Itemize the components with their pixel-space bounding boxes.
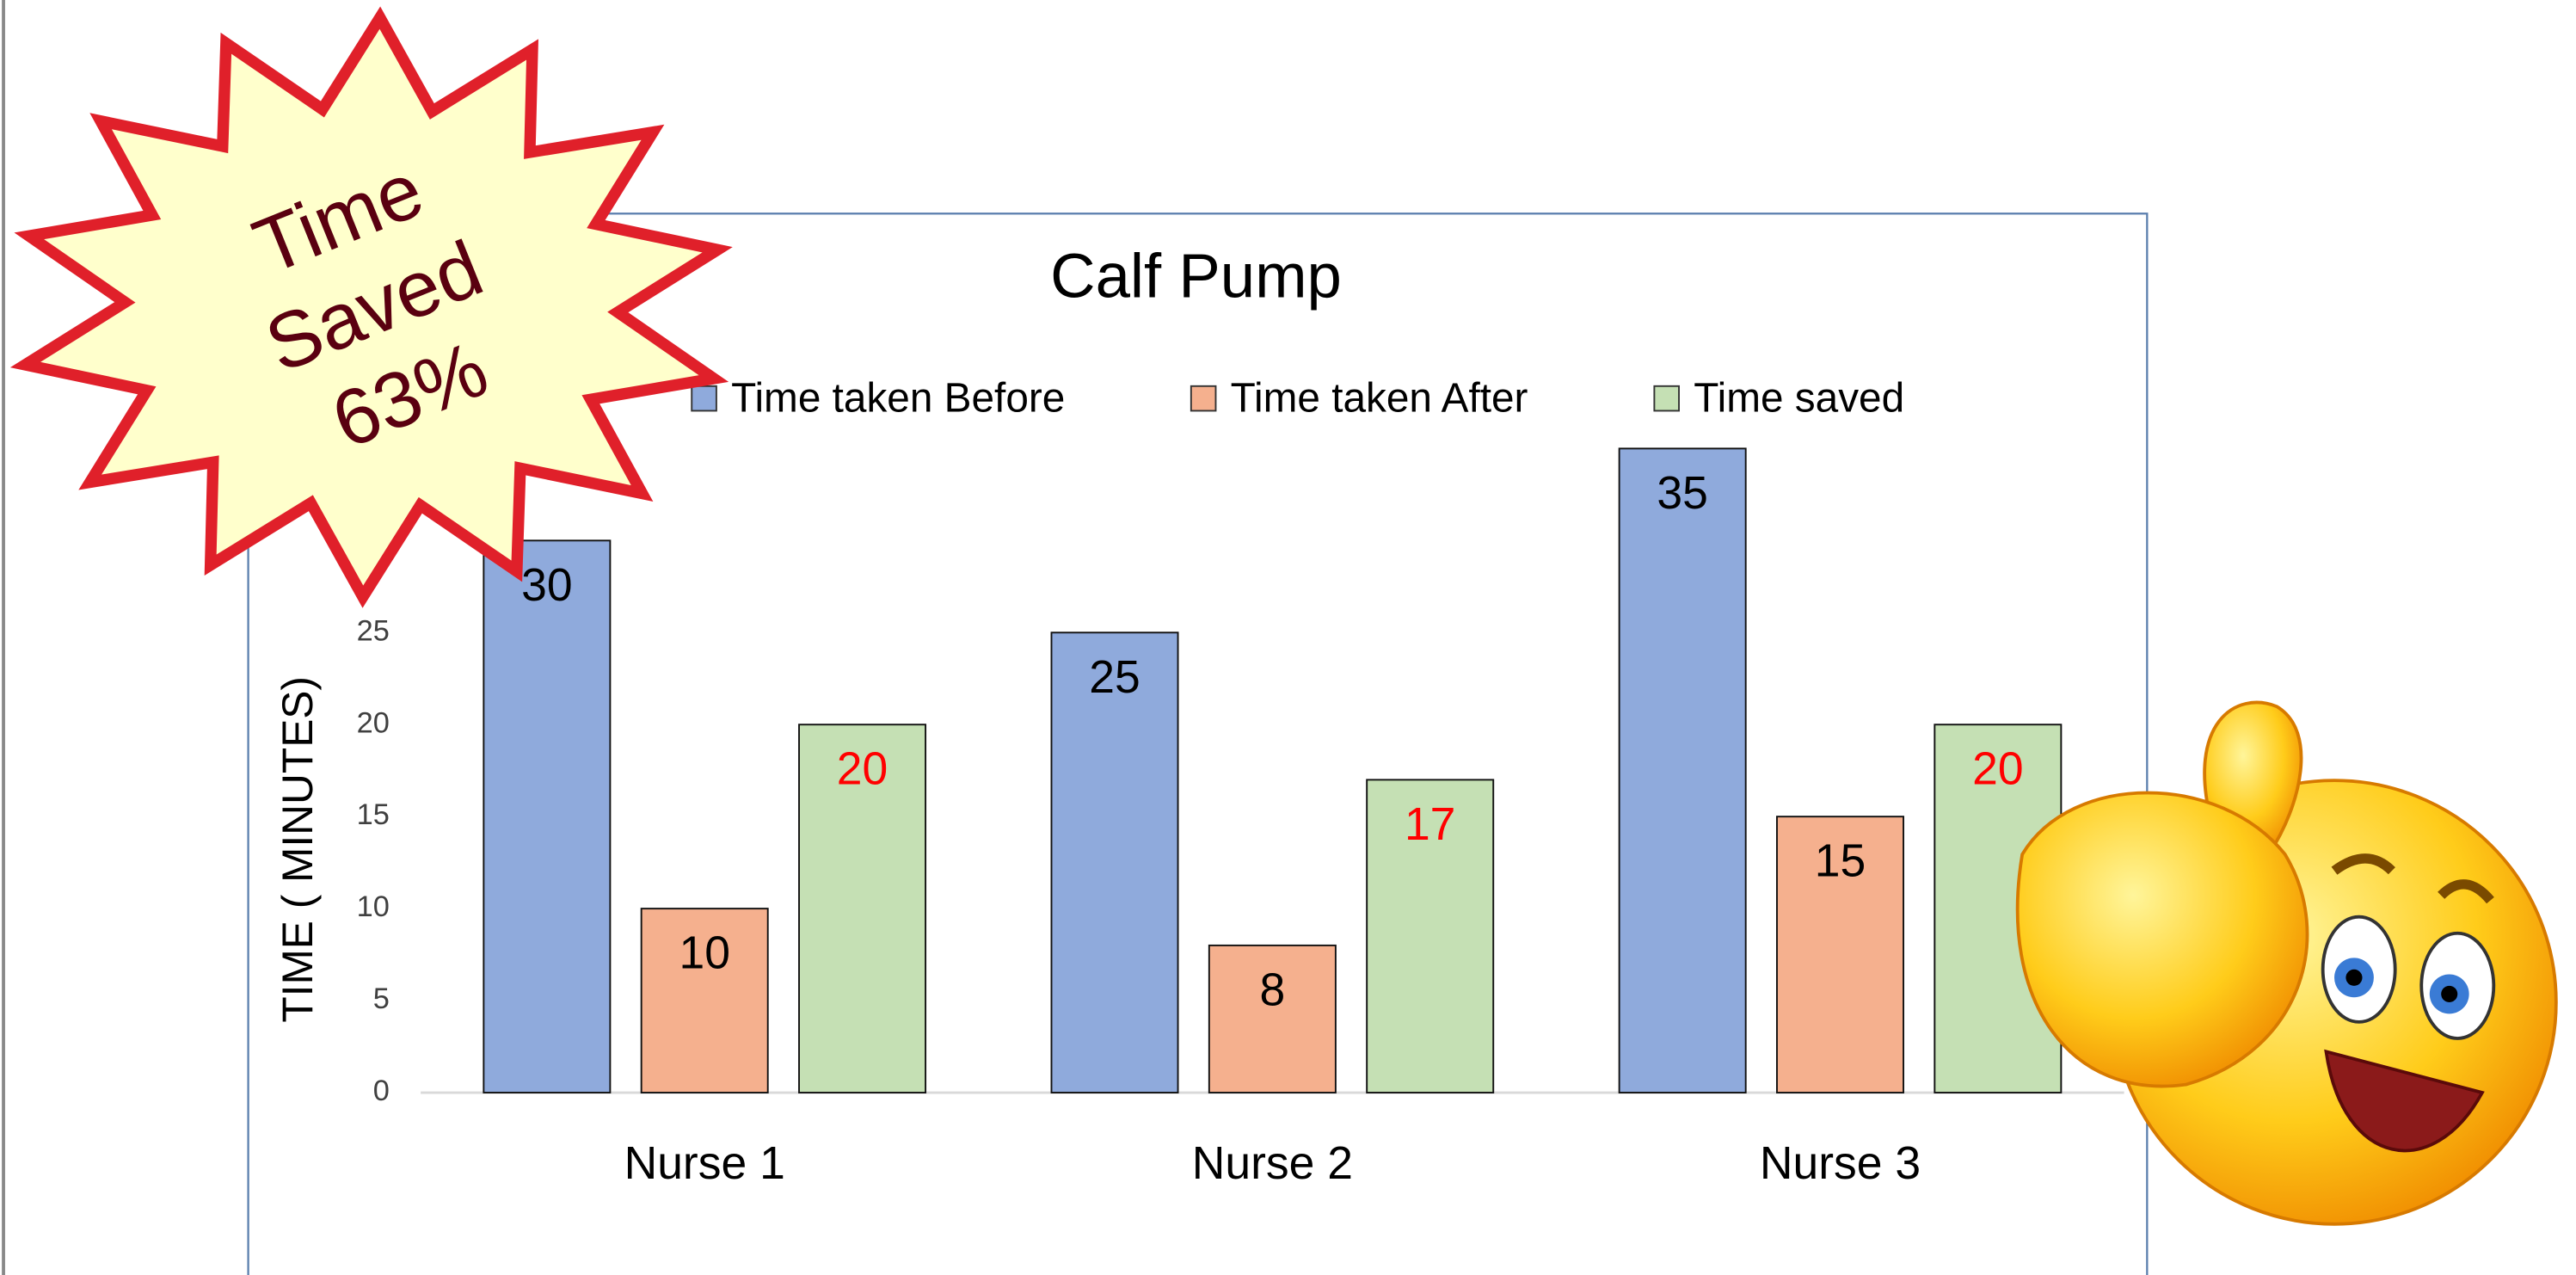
y-tick-label: 25 [357, 614, 390, 647]
legend-label: Time saved [1694, 376, 1904, 422]
page: Calf Pump TIME ( MINUTES) 0 5 10 15 20 25 30 Ti… [0, 0, 2576, 1275]
legend-swatch [692, 386, 716, 411]
x-tick-label: Nurse 3 [1760, 1138, 1921, 1189]
y-tick-label: 0 [373, 1075, 390, 1107]
value-label: 10 [679, 928, 729, 979]
legend-swatch [1654, 386, 1679, 411]
value-label: 35 [1657, 468, 1707, 519]
bar [1620, 448, 1746, 1093]
pupil [2441, 986, 2457, 1002]
legend-label: Time taken Before [731, 376, 1065, 422]
value-label: 30 [521, 560, 572, 611]
chart: Calf Pump TIME ( MINUTES) 0 5 10 15 20 25 30 Ti… [0, 0, 2576, 1275]
chart-title: Calf Pump [1050, 242, 1342, 311]
legend-swatch [1191, 386, 1216, 411]
y-axis-title: TIME ( MINUTES) [274, 676, 322, 1023]
y-tick-label: 15 [357, 798, 390, 831]
value-label: 8 [1259, 964, 1285, 1015]
y-tick-label: 10 [357, 890, 390, 923]
x-tick-label: Nurse 1 [624, 1138, 785, 1189]
fist [2018, 792, 2308, 1086]
value-label: 20 [1972, 744, 2023, 795]
pupil [2345, 970, 2362, 986]
y-tick-label: 5 [373, 982, 390, 1015]
bar [483, 540, 610, 1093]
value-label: 15 [1815, 836, 1866, 887]
y-tick-label: 20 [357, 706, 390, 739]
x-tick-label: Nurse 2 [1192, 1138, 1353, 1189]
value-label: 25 [1089, 652, 1140, 703]
value-label: 20 [837, 744, 888, 795]
value-label: 17 [1405, 799, 1455, 850]
legend-label: Time taken After [1231, 376, 1528, 422]
